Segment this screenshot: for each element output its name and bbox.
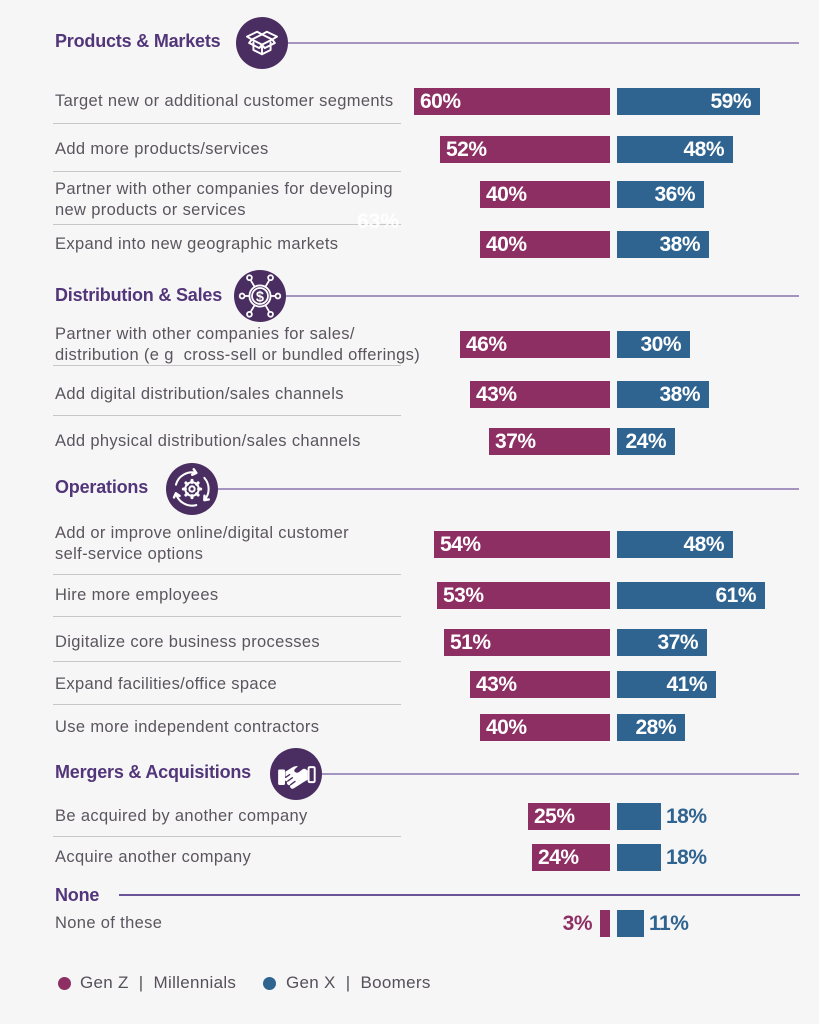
- svg-text:$: $: [256, 289, 264, 305]
